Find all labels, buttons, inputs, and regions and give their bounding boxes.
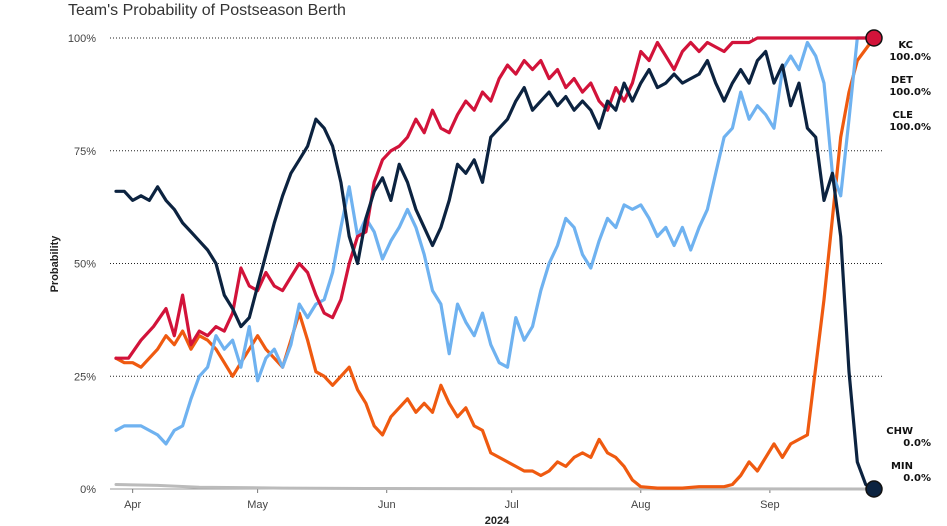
end-label-value-cle: 100.0% — [889, 122, 931, 133]
x-tick-label-jun: Jun — [378, 499, 396, 511]
x-tick-labels: Apr May Jun Jul Aug Sep — [124, 489, 780, 511]
series-line-min — [114, 49, 876, 491]
end-label-value-det: 100.0% — [889, 87, 931, 98]
chart-title: Team's Probability of Postseason Berth — [68, 2, 346, 19]
x-tick-label-aug: Aug — [631, 499, 651, 511]
y-tick-label-75: 75% — [74, 146, 96, 158]
series-line-kc — [114, 36, 876, 360]
x-tick-label-may: May — [247, 499, 268, 511]
end-label-team-det: DET — [891, 75, 913, 86]
y-axis-label: Probability — [49, 235, 61, 293]
x-tick-label-jul: Jul — [505, 499, 519, 511]
grid-lines — [110, 37, 882, 490]
series-line-chw — [114, 483, 876, 491]
end-label-team-kc: KC — [898, 40, 913, 51]
series-line-det — [114, 36, 876, 490]
series-line-cle — [114, 36, 876, 446]
end-marker-kc — [865, 29, 883, 47]
end-label-team-chw: CHW — [886, 426, 913, 437]
end-markers — [865, 29, 883, 498]
end-marker-min — [865, 480, 883, 498]
y-tick-labels: 0% 25% 50% 75% 100% — [68, 33, 96, 496]
y-tick-label-100: 100% — [68, 33, 96, 45]
y-tick-label-50: 50% — [74, 259, 96, 271]
end-label-value-chw: 0.0% — [903, 438, 931, 449]
x-tick-label-apr: Apr — [124, 499, 141, 511]
x-tick-label-sep: Sep — [760, 499, 780, 511]
y-tick-label-0: 0% — [80, 484, 96, 496]
x-axis-label: 2024 — [485, 515, 510, 526]
end-label-team-cle: CLE — [892, 110, 913, 121]
end-label-value-min: 0.0% — [903, 473, 931, 484]
end-label-team-min: MIN — [891, 461, 913, 472]
series-lines — [114, 36, 876, 491]
y-tick-label-25: 25% — [74, 371, 96, 383]
end-label-value-kc: 100.0% — [889, 52, 931, 63]
